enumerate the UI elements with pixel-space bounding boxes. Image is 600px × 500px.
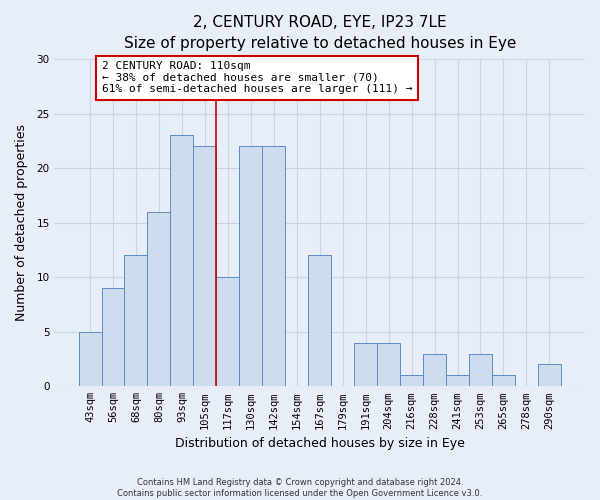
Bar <box>400 376 423 386</box>
Bar <box>124 256 148 386</box>
Text: Contains HM Land Registry data © Crown copyright and database right 2024.
Contai: Contains HM Land Registry data © Crown c… <box>118 478 482 498</box>
Bar <box>148 212 170 386</box>
Bar <box>79 332 101 386</box>
Bar <box>308 256 331 386</box>
Bar <box>193 146 217 386</box>
Bar <box>377 342 400 386</box>
Y-axis label: Number of detached properties: Number of detached properties <box>15 124 28 321</box>
Bar <box>354 342 377 386</box>
Bar <box>423 354 446 386</box>
X-axis label: Distribution of detached houses by size in Eye: Distribution of detached houses by size … <box>175 437 464 450</box>
Bar <box>492 376 515 386</box>
Bar <box>469 354 492 386</box>
Bar <box>538 364 561 386</box>
Text: 2 CENTURY ROAD: 110sqm
← 38% of detached houses are smaller (70)
61% of semi-det: 2 CENTURY ROAD: 110sqm ← 38% of detached… <box>101 62 412 94</box>
Bar <box>446 376 469 386</box>
Title: 2, CENTURY ROAD, EYE, IP23 7LE
Size of property relative to detached houses in E: 2, CENTURY ROAD, EYE, IP23 7LE Size of p… <box>124 15 516 51</box>
Bar <box>217 277 239 386</box>
Bar <box>262 146 285 386</box>
Bar <box>170 136 193 386</box>
Bar <box>239 146 262 386</box>
Bar <box>101 288 124 386</box>
